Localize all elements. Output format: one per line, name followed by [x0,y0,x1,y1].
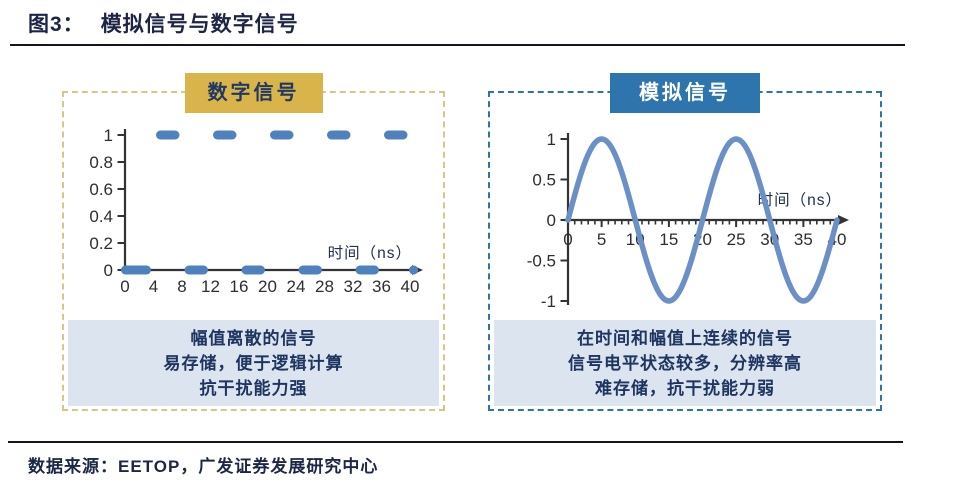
svg-text:0.6: 0.6 [89,180,113,199]
svg-text:0.8: 0.8 [89,153,113,172]
desc-line: 幅值离散的信号 [190,329,317,348]
digital-signal-panel: 数字信号 0 0.2 0.4 0.6 0.8 1 0 4 8 12 16 20 24 28 32 36 40 时间… [62,73,445,411]
sine-curve [565,136,840,304]
figure-title: 图3： 模拟信号与数字信号 [28,8,299,38]
svg-text:16: 16 [230,277,249,296]
svg-text:15: 15 [659,230,678,249]
x-ticks: 0 5 10 15 20 25 30 35 40 [563,220,846,249]
desc-line: 在时间和幅值上连续的信号 [577,329,793,348]
data-source: 数据来源：EETOP，广发证券发展研究中心 [28,457,379,476]
svg-text:-0.5: -0.5 [527,252,556,271]
signal-dash [270,130,294,140]
svg-text:0.2: 0.2 [89,234,113,253]
svg-text:40: 40 [401,277,420,296]
y-ticks: 0 0.2 0.4 0.6 0.8 1 [89,126,125,280]
x-axis-arrow-icon [838,215,849,225]
analog-desc-box: 在时间和幅值上连续的信号 信号电平状态较多，分辨率高 难存储，抗干扰能力弱 [494,320,876,406]
signal-dash [213,130,237,140]
time-axis-label: 时间（ns） [328,244,412,262]
svg-text:32: 32 [344,277,363,296]
svg-text:25: 25 [727,230,746,249]
svg-text:0: 0 [547,211,556,230]
desc-line: 难存储，抗干扰能力弱 [595,379,775,398]
signal-dash [184,265,208,275]
svg-text:24: 24 [287,277,306,296]
signal-dash [156,130,180,140]
svg-text:20: 20 [258,277,277,296]
digital-badge: 数字信号 [184,73,323,113]
signal-dash [355,265,379,275]
svg-text:28: 28 [315,277,334,296]
title-divider [10,44,905,46]
time-axis-label: 时间（ns） [758,191,842,209]
svg-text:12: 12 [201,277,220,296]
signal-dash [327,130,351,140]
y-ticks: -1 -0.5 0 0.5 1 [527,130,568,311]
svg-text:8: 8 [177,277,186,296]
svg-text:1: 1 [547,130,556,149]
digital-dash-series [121,130,419,275]
svg-text:0.5: 0.5 [532,171,556,190]
desc-line: 抗干扰能力强 [199,379,308,398]
x-tick-labels: 0 4 8 12 16 20 24 28 32 36 40 [120,277,419,296]
figure-number: 图3： [28,13,85,36]
analog-badge: 模拟信号 [610,73,760,113]
digital-desc-box: 幅值离散的信号 易存储，便于逻辑计算 抗干扰能力强 [68,320,439,406]
analog-signal-panel: 模拟信号 -1 -0.5 0 0.5 1 0 5 10 15 20 25 30 35 40 时间（ns） 在… [488,73,882,411]
signal-dash [121,265,151,275]
svg-text:4: 4 [149,277,158,296]
svg-text:0: 0 [563,230,572,249]
svg-text:5: 5 [597,230,606,249]
digital-signal-chart: 0 0.2 0.4 0.6 0.8 1 0 4 8 12 16 20 24 28 32 36 40 时间（ns） [89,126,423,296]
desc-line: 易存储，便于逻辑计算 [163,354,344,373]
signal-dash [241,265,265,275]
svg-text:0: 0 [104,261,113,280]
svg-text:1: 1 [104,126,113,145]
footer-divider [8,441,903,443]
figure-title-text: 模拟信号与数字信号 [100,13,299,36]
signal-dash [408,265,419,275]
svg-text:-1: -1 [541,292,556,311]
svg-text:36: 36 [372,277,391,296]
signal-dash [384,130,408,140]
svg-text:0.4: 0.4 [89,207,113,226]
signal-dash [298,265,322,275]
desc-line: 信号电平状态较多，分辨率高 [568,354,802,373]
svg-text:35: 35 [794,230,813,249]
svg-text:0: 0 [120,277,129,296]
